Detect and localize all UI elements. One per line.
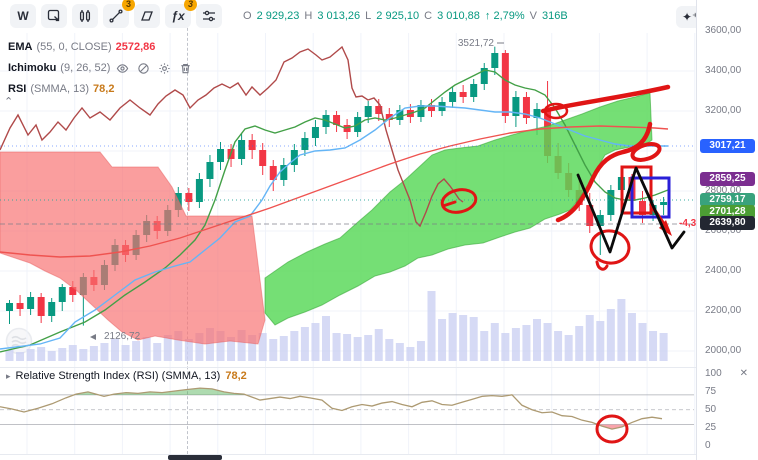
open-value: 2 929,23 xyxy=(256,10,300,22)
ichimoku-clouds xyxy=(0,92,653,345)
high-label: H xyxy=(304,10,313,22)
main-chart-canvas[interactable]: 3521,72 2126,72 xyxy=(0,32,696,455)
layout-icon xyxy=(46,8,62,24)
low-label: L xyxy=(365,10,372,22)
trash-icon[interactable] xyxy=(177,62,194,75)
price-scale[interactable]: 3600,00 3400,00 3200,00 2800,00 2600,00 2400,… xyxy=(696,0,758,460)
rsi-pane-title[interactable]: ▸ Relative Strength Index (RSI) (SMMA, 1… xyxy=(6,370,247,382)
rsi-value: 78,2 xyxy=(93,83,115,95)
price-badge: 2859,25 xyxy=(700,172,755,186)
layout-button[interactable] xyxy=(41,4,67,28)
volume-bars xyxy=(5,291,668,361)
indicator-legend: EMA (55, 0, CLOSE) 2572,86 Ichimoku (9, … xyxy=(8,37,194,100)
axis-separator xyxy=(0,454,758,455)
parallelogram-icon xyxy=(139,8,155,24)
change-value: ↑ 2,79% xyxy=(484,10,525,22)
drawing-tools-button[interactable]: 3 xyxy=(103,0,135,28)
rsi-scale-label: 0 xyxy=(705,440,711,451)
price-lines xyxy=(0,145,694,225)
price-scale-label: 2600,00 xyxy=(705,225,742,236)
volume-value: 316B xyxy=(542,10,568,22)
price-badge: 2759,17 xyxy=(700,193,755,207)
high-value: 3 013,26 xyxy=(317,10,361,22)
rsi-name: RSI xyxy=(8,83,27,95)
price-badge: 2639,80 xyxy=(700,216,755,230)
slash-circle-icon[interactable] xyxy=(135,62,152,75)
close-value: 3 010,88 xyxy=(437,10,480,22)
rsi-scale-label: 75 xyxy=(705,386,717,397)
chart-type-button[interactable] xyxy=(72,4,98,28)
legend-row-ichimoku[interactable]: Ichimoku (9, 26, 52) xyxy=(8,58,194,79)
sliders-icon xyxy=(201,8,217,24)
gear-icon[interactable] xyxy=(156,62,173,75)
timeframe-button[interactable]: W xyxy=(10,4,36,28)
percent-change-label: -4,33% xyxy=(679,218,711,229)
rsi-collapse-caret-icon[interactable]: ▸ xyxy=(6,370,11,381)
scrollbar-handle[interactable] xyxy=(168,455,222,460)
ema-params: (55, 0, CLOSE) xyxy=(36,41,112,53)
visibility-eye-icon[interactable] xyxy=(114,62,131,75)
price-markers: 3521,72 2126,72 xyxy=(90,38,504,342)
rsi-scale-label: 100 xyxy=(705,368,722,379)
rsi-pane-value: 78,2 xyxy=(225,370,247,382)
svg-text:3521,72: 3521,72 xyxy=(458,38,495,49)
hand-drawn-annotations xyxy=(440,84,686,444)
price-scale-label: 2200,00 xyxy=(705,305,742,316)
patterns-button[interactable] xyxy=(134,4,160,28)
volume-label: V xyxy=(529,10,537,22)
rsi-close-icon[interactable]: ✕ xyxy=(734,367,754,380)
rsi-pane-title-text: Relative Strength Index (RSI) (SMMA, 13) xyxy=(15,370,221,382)
trendline-icon xyxy=(108,8,124,24)
toolbar: W 3 xyxy=(0,0,704,32)
indicators-count-badge: 3 xyxy=(184,0,197,11)
close-label: C xyxy=(424,10,433,22)
legend-row-rsi[interactable]: RSI (SMMA, 13) 78,2 xyxy=(8,79,194,100)
legend-collapse-icon[interactable]: ⌃ xyxy=(4,96,14,108)
rsi-pane xyxy=(0,387,694,430)
fx-icon: ƒx xyxy=(171,9,185,23)
price-badge: 2701,28 xyxy=(700,205,755,219)
pane-separator[interactable] xyxy=(0,367,758,368)
rsi-params: (SMMA, 13) xyxy=(30,83,90,95)
indicator-lines xyxy=(0,45,669,353)
price-scale-label: 2000,00 xyxy=(705,345,742,356)
price-scale-label: 2400,00 xyxy=(705,265,742,276)
drawings-count-badge: 3 xyxy=(122,0,135,11)
ichimoku-params: (9, 26, 52) xyxy=(60,62,111,74)
price-scale-label: 2800,00 xyxy=(705,185,742,196)
svg-text:2126,72: 2126,72 xyxy=(104,331,141,342)
open-label: O xyxy=(243,10,252,22)
price-badge: 3017,21 xyxy=(700,139,755,153)
settings-button[interactable] xyxy=(196,4,222,28)
indicators-button[interactable]: ƒx 3 xyxy=(165,0,197,28)
price-scale-label: 3200,00 xyxy=(705,105,742,116)
rsi-scale-label: 25 xyxy=(705,422,717,433)
rsi-scale-label: 50 xyxy=(705,404,717,415)
price-scale-label: 3400,00 xyxy=(705,65,742,76)
price-scale-label: 3600,00 xyxy=(705,25,742,36)
ichimoku-name: Ichimoku xyxy=(8,62,57,74)
legend-row-ema[interactable]: EMA (55, 0, CLOSE) 2572,86 xyxy=(8,37,194,58)
candlestick-chart-icon xyxy=(77,8,93,24)
ema-value: 2572,86 xyxy=(115,41,156,53)
low-value: 2 925,10 xyxy=(376,10,420,22)
ema-name: EMA xyxy=(8,41,33,53)
